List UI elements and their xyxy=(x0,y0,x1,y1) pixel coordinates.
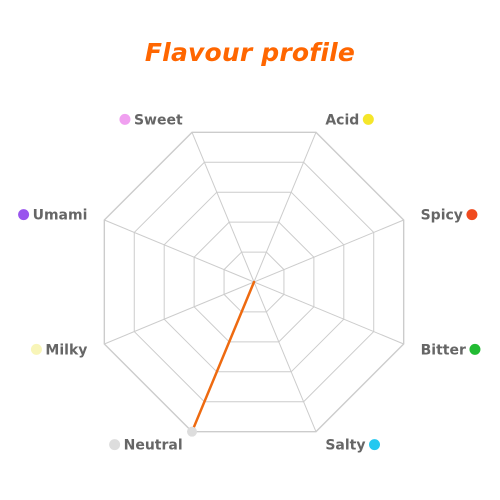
axis-label-text: Spicy xyxy=(421,208,463,224)
axis-label-text: Salty xyxy=(325,438,365,454)
grid-spoke xyxy=(253,281,404,345)
legend-dot-icon xyxy=(466,209,478,221)
legend-dot-icon xyxy=(18,209,30,221)
legend-dot-icon xyxy=(119,113,131,125)
axis-label-text: Neutral xyxy=(124,438,183,454)
legend-dot-icon xyxy=(469,343,481,355)
axis-label-acid: Acid xyxy=(325,112,374,128)
legend-dot-icon xyxy=(109,439,121,451)
axis-label-sweet: Sweet xyxy=(119,112,183,128)
axis-label-bitter: Bitter xyxy=(421,342,481,358)
axis-label-text: Umami xyxy=(33,208,88,224)
grid-spoke xyxy=(191,132,255,283)
axis-label-text: Milky xyxy=(45,342,87,358)
grid-spoke xyxy=(253,132,317,283)
grid-spoke xyxy=(253,281,317,432)
legend-dot-icon xyxy=(30,343,42,355)
axis-label-salty: Salty xyxy=(325,438,381,454)
axis-label-neutral: Neutral xyxy=(109,438,183,454)
axis-label-text: Acid xyxy=(325,112,359,128)
axis-label-text: Bitter xyxy=(421,342,466,358)
axis-label-umami: Umami xyxy=(18,208,87,224)
data-point xyxy=(187,426,198,437)
grid-spoke xyxy=(104,281,255,345)
axis-label-spicy: Spicy xyxy=(421,208,478,224)
axis-label-milky: Milky xyxy=(30,342,87,358)
grid-spoke xyxy=(104,219,255,283)
axis-label-text: Sweet xyxy=(134,112,183,128)
legend-dot-icon xyxy=(369,439,381,451)
grid-spoke xyxy=(253,219,404,283)
chart-title: Flavour profile xyxy=(144,38,356,67)
legend-dot-icon xyxy=(362,113,374,125)
series-line xyxy=(190,280,256,433)
